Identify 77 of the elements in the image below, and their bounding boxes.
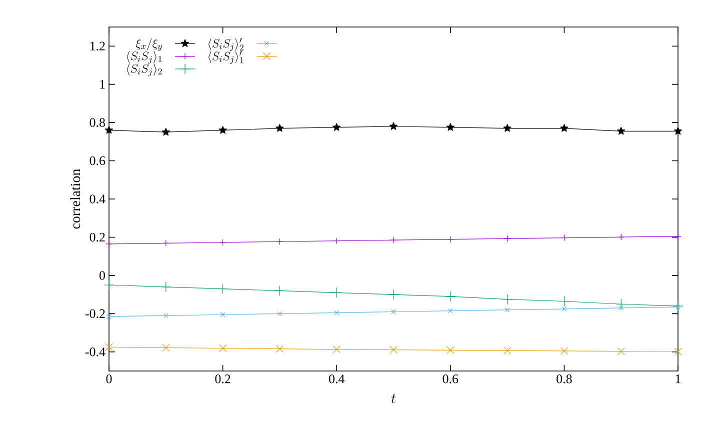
point: [504, 307, 510, 312]
point: [333, 238, 340, 244]
legend-label: $\langle S_iS_j\rangle_2$: [126, 64, 162, 76]
point: [388, 289, 399, 300]
point: [504, 235, 511, 242]
point: [447, 236, 454, 243]
point: [390, 236, 397, 244]
legend-label: $\langle S_iS_j\rangle_1'$: [208, 50, 244, 64]
point: [674, 232, 682, 240]
point: [106, 240, 112, 248]
y-tick-label: -0.2: [85, 309, 105, 318]
point: [448, 308, 453, 314]
point: [104, 280, 114, 290]
point: [332, 346, 340, 354]
point: [389, 122, 398, 130]
point: [503, 346, 512, 354]
y-tick-label: 1: [100, 80, 105, 89]
x-tick-label: 0.4: [329, 374, 345, 384]
y-axis-title: correlation: [70, 168, 80, 229]
point: [218, 284, 228, 294]
point: [672, 300, 684, 312]
y-tick-label: -0.4: [85, 347, 106, 356]
legend-label: $\langle S_iS_j\rangle_1$: [126, 51, 162, 64]
point: [674, 126, 682, 135]
point: [560, 347, 568, 355]
point: [674, 348, 682, 356]
point: [218, 126, 227, 134]
y-tick-label: 0.8: [90, 118, 105, 127]
x-tick-label: 0: [106, 374, 112, 384]
point: [274, 285, 285, 296]
x-tick-label: 1: [676, 374, 680, 384]
point: [446, 123, 454, 131]
point: [276, 124, 284, 132]
point: [163, 313, 168, 318]
point: [218, 344, 227, 352]
point: [618, 234, 624, 240]
point: [220, 312, 226, 318]
point: [105, 343, 113, 351]
point: [560, 234, 568, 242]
x-axis-title: $t$: [391, 394, 396, 404]
y-tick-label: 0.2: [90, 232, 105, 242]
legend-label: $\xi_x/\xi_y$: [136, 38, 162, 51]
point: [618, 306, 624, 310]
x-tick-label: 0.6: [442, 374, 458, 384]
point: [276, 345, 284, 353]
y-tick-label: 0.4: [90, 194, 106, 204]
point: [220, 239, 226, 246]
point: [390, 346, 398, 354]
point: [616, 298, 626, 310]
point: [562, 306, 567, 312]
point: [446, 346, 454, 354]
point: [617, 126, 626, 135]
point: [162, 344, 170, 352]
x-tick-label: 0.2: [215, 374, 230, 384]
point: [332, 123, 341, 131]
point: [276, 238, 283, 245]
point: [104, 126, 114, 134]
point: [676, 304, 680, 310]
point: [334, 310, 340, 316]
y-tick-label: 0: [100, 271, 105, 280]
point: [277, 311, 282, 316]
y-tick-label: 1.2: [90, 42, 105, 50]
point: [391, 309, 396, 314]
point: [558, 296, 570, 307]
point: [503, 124, 512, 132]
legend-label: $\langle S_iS_j\rangle_2'$: [208, 38, 244, 52]
point: [162, 128, 170, 136]
point: [160, 282, 172, 292]
point: [331, 287, 342, 298]
point: [162, 240, 170, 246]
point: [560, 124, 568, 132]
point: [445, 291, 456, 302]
x-tick-label: 0.8: [556, 374, 572, 384]
y-tick-label: 0.6: [90, 156, 106, 166]
point: [502, 294, 513, 305]
point: [617, 347, 625, 356]
point: [106, 314, 112, 319]
